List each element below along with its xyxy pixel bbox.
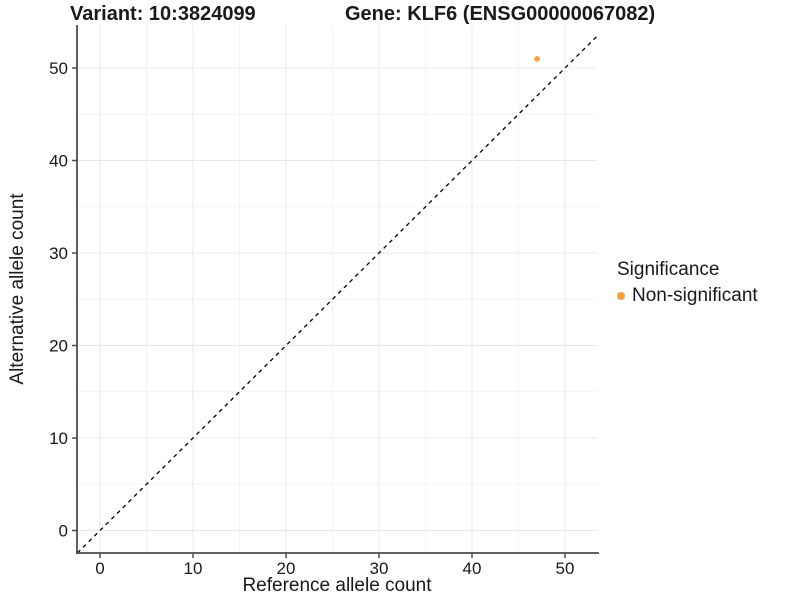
identity-reference-line xyxy=(76,35,598,554)
y-tick-label: 0 xyxy=(59,522,68,541)
x-tick-label: 30 xyxy=(370,559,389,578)
variant-title: Variant: 10:3824099 xyxy=(70,3,256,25)
data-point[interactable] xyxy=(534,55,540,62)
y-tick-label: 20 xyxy=(49,337,68,356)
legend-title: Significance xyxy=(617,259,720,280)
y-tick-label: 10 xyxy=(49,429,68,448)
x-tick-label: 20 xyxy=(277,559,296,578)
legend-item-label: Non-significant xyxy=(632,285,758,306)
x-tick-label: 0 xyxy=(95,559,104,578)
x-tick-label: 10 xyxy=(184,559,203,578)
x-tick-label: 50 xyxy=(556,559,575,578)
x-tick-label: 40 xyxy=(463,559,482,578)
y-tick-label: 50 xyxy=(49,59,68,78)
y-tick-label: 30 xyxy=(49,244,68,263)
legend-item-non-significant: Non-significant xyxy=(617,285,758,307)
legend-point-icon xyxy=(617,292,625,300)
gene-title: Gene: KLF6 (ENSG00000067082) xyxy=(345,3,656,25)
legend: Significance Non-significant xyxy=(617,258,758,307)
x-axis-label: Reference allele count xyxy=(242,575,432,596)
y-tick-label: 40 xyxy=(49,152,68,171)
